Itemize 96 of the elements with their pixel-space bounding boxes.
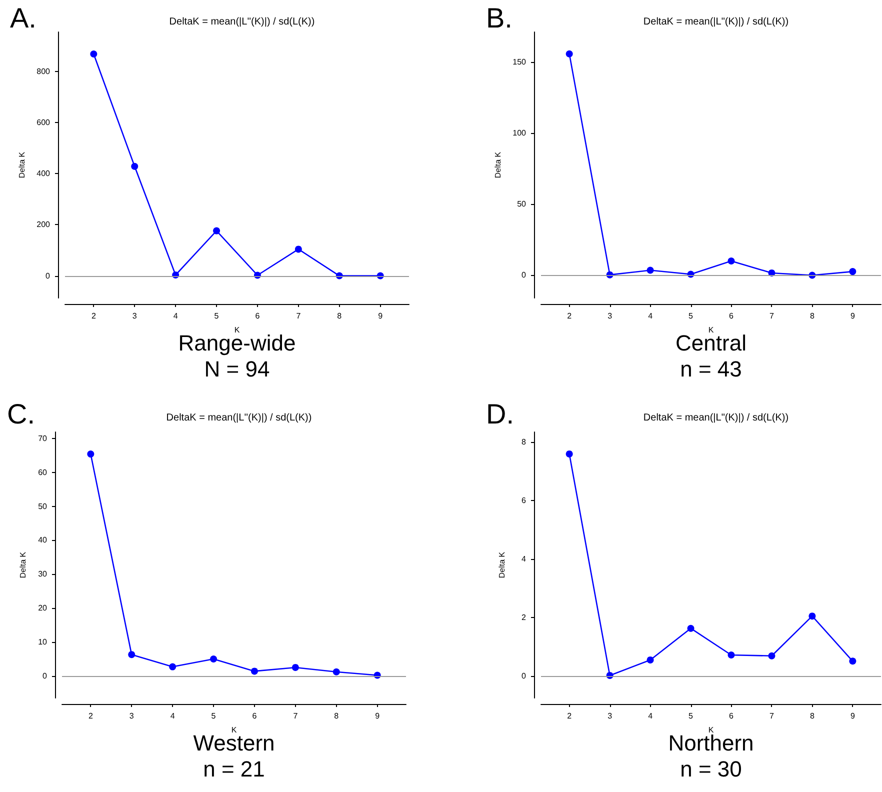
y-tick-label: 70: [38, 434, 48, 443]
y-tick-label: 10: [38, 638, 48, 647]
y-tick-label: 0: [522, 672, 527, 681]
y-tick-label: 60: [38, 468, 48, 477]
x-tick-label: 4: [170, 712, 176, 720]
y-tick-label: 0: [46, 271, 51, 280]
y-axis-title: Delta K: [493, 151, 502, 178]
x-axis-title: K: [708, 726, 714, 734]
point: [87, 450, 94, 458]
x-tick-label: 2: [567, 712, 572, 720]
point: [292, 664, 299, 671]
x-tick-label: 8: [810, 312, 815, 320]
chart-title: DeltaK = mean(|L"(K)|) / sd(L(K)): [643, 412, 789, 424]
x-tick-label: 7: [769, 312, 774, 320]
y-tick-label: 0: [522, 270, 527, 280]
y-tick-label: 50: [38, 502, 48, 511]
point: [808, 612, 816, 620]
x-tick-label: 5: [688, 312, 694, 320]
y-axis-title: Delta K: [17, 151, 26, 178]
x-tick-label: 8: [337, 312, 342, 320]
y-tick-label: 40: [38, 536, 48, 545]
x-tick-label: 7: [296, 312, 302, 320]
y-tick-label: 20: [38, 604, 48, 613]
y-tick-label: 2: [522, 613, 527, 622]
x-tick-label: 4: [648, 712, 654, 720]
y-tick-label: 600: [36, 118, 51, 127]
point: [332, 668, 340, 676]
x-tick-label: 9: [375, 712, 380, 720]
text: n = 30: [680, 756, 742, 782]
x-tick-label: 4: [173, 312, 178, 320]
x-tick-label: 2: [88, 712, 94, 720]
chart-title: DeltaK = mean(|L"(K)|) / sd(L(K)): [643, 16, 789, 28]
x-tick-label: 2: [91, 312, 96, 320]
y-axis-title: Delta K: [498, 551, 506, 578]
x-tick-label: 7: [769, 712, 774, 720]
y-tick-label: 50: [517, 200, 527, 209]
x-tick-label: 7: [293, 712, 298, 720]
point: [294, 246, 302, 253]
point: [728, 651, 735, 658]
point: [128, 651, 136, 658]
y-tick-label: 400: [36, 169, 51, 178]
y-tick-label: 100: [512, 128, 527, 138]
y-tick-label: 4: [522, 554, 527, 564]
point: [90, 50, 98, 58]
x-tick-label: 3: [608, 312, 613, 320]
x-tick-label: 9: [378, 312, 384, 320]
point: [768, 652, 776, 660]
x-tick-label: 5: [211, 712, 216, 720]
text: n = 43: [680, 356, 742, 382]
x-tick-label: 3: [608, 712, 613, 720]
chart-title: DeltaK = mean(|L''(K)|) / sd(L(K)): [166, 412, 312, 424]
x-tick-label: 3: [129, 712, 134, 720]
chart-title: DeltaK = mean(|L''(K)|) / sd(L(K)): [169, 16, 315, 28]
point: [687, 624, 694, 632]
x-tick-label: 4: [648, 312, 654, 320]
y-tick-label: 8: [522, 437, 527, 446]
y-tick-label: 800: [36, 66, 51, 76]
point: [169, 663, 176, 670]
y-tick-label: 6: [522, 496, 527, 505]
point: [250, 668, 258, 675]
point: [213, 227, 220, 234]
text: n = 21: [203, 756, 265, 782]
text: D.: [486, 398, 514, 430]
y-tick-label: 200: [36, 220, 51, 230]
x-axis-title: K: [231, 726, 238, 734]
point: [849, 658, 856, 665]
point: [849, 268, 856, 276]
x-tick-label: 8: [334, 712, 340, 720]
x-tick-label: 9: [850, 312, 856, 320]
point: [566, 50, 573, 58]
point: [646, 656, 654, 664]
x-tick-label: 6: [252, 712, 258, 720]
y-tick-label: 150: [512, 57, 527, 66]
text: B.: [486, 2, 512, 34]
x-axis-title: K: [234, 326, 240, 334]
point: [646, 266, 654, 274]
x-tick-label: 3: [132, 312, 138, 320]
x-tick-label: 9: [850, 712, 856, 720]
x-tick-label: 6: [729, 712, 734, 720]
y-tick-label: 30: [38, 570, 48, 579]
text: N = 94: [204, 356, 270, 382]
x-tick-label: 8: [810, 712, 815, 720]
x-tick-label: 5: [688, 712, 694, 720]
x-axis-title: K: [708, 326, 714, 334]
point: [566, 450, 573, 458]
y-tick-label: 0: [42, 671, 48, 680]
x-tick-label: 5: [214, 312, 220, 320]
x-tick-label: 2: [567, 312, 572, 320]
text: A.: [10, 2, 36, 34]
x-tick-label: 6: [255, 312, 260, 320]
x-tick-label: 6: [729, 312, 734, 320]
y-axis-title: Delta K: [18, 551, 28, 578]
text: C.: [7, 398, 35, 430]
point: [210, 655, 218, 662]
point: [131, 162, 138, 170]
point: [728, 258, 735, 265]
